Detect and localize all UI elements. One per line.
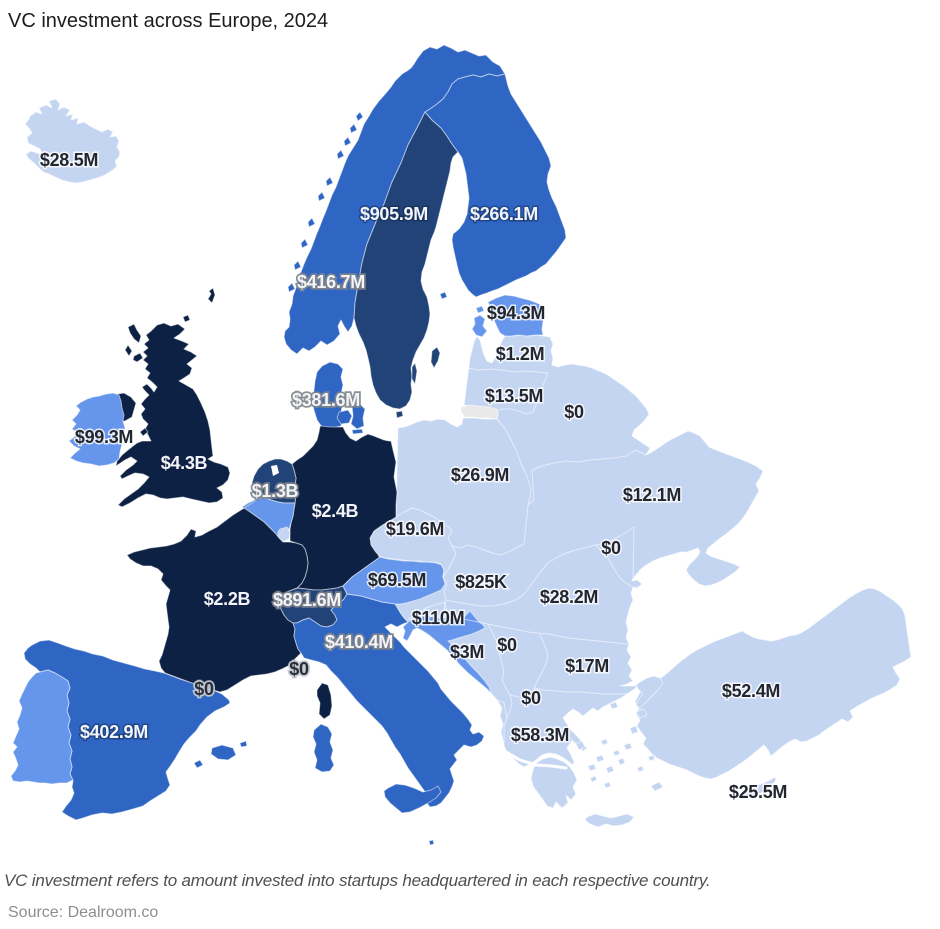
- svg-text:$69.5M: $69.5M: [368, 570, 426, 590]
- svg-text:$28.5M: $28.5M: [40, 150, 98, 170]
- svg-text:$266.1M: $266.1M: [470, 204, 538, 224]
- svg-text:$4.3B: $4.3B: [161, 453, 208, 473]
- svg-text:$905.9M: $905.9M: [360, 204, 428, 224]
- svg-text:$12.1M: $12.1M: [623, 485, 681, 505]
- svg-text:$0: $0: [601, 538, 621, 558]
- svg-text:$26.9M: $26.9M: [451, 465, 509, 485]
- svg-text:$410.4M: $410.4M: [325, 632, 393, 652]
- svg-text:$94.3M: $94.3M: [487, 303, 545, 323]
- svg-text:$99.3M: $99.3M: [75, 427, 133, 447]
- svg-text:$825K: $825K: [455, 572, 507, 592]
- svg-text:$0: $0: [289, 659, 309, 679]
- svg-text:$0: $0: [564, 402, 584, 422]
- svg-text:$58.3M: $58.3M: [511, 725, 569, 745]
- svg-text:$0: $0: [194, 679, 214, 699]
- svg-text:$2.2B: $2.2B: [204, 589, 251, 609]
- svg-text:$110M: $110M: [412, 608, 465, 628]
- svg-text:$1.3B: $1.3B: [252, 481, 299, 501]
- svg-text:$891.6M: $891.6M: [273, 590, 341, 610]
- svg-text:$2.4B: $2.4B: [312, 501, 359, 521]
- svg-text:$416.7M: $416.7M: [297, 272, 365, 292]
- svg-text:$28.2M: $28.2M: [540, 587, 598, 607]
- svg-text:$1.2M: $1.2M: [496, 344, 545, 364]
- svg-text:$25.5M: $25.5M: [729, 782, 787, 802]
- svg-text:$402.9M: $402.9M: [80, 722, 148, 742]
- svg-text:$3M: $3M: [450, 642, 484, 662]
- svg-text:$381.6M: $381.6M: [292, 390, 360, 410]
- svg-text:$17M: $17M: [565, 656, 609, 676]
- svg-text:$0: $0: [521, 688, 541, 708]
- svg-text:$19.6M: $19.6M: [386, 519, 444, 539]
- svg-text:$13.5M: $13.5M: [485, 386, 543, 406]
- svg-text:$52.4M: $52.4M: [722, 681, 780, 701]
- svg-text:$0: $0: [497, 635, 517, 655]
